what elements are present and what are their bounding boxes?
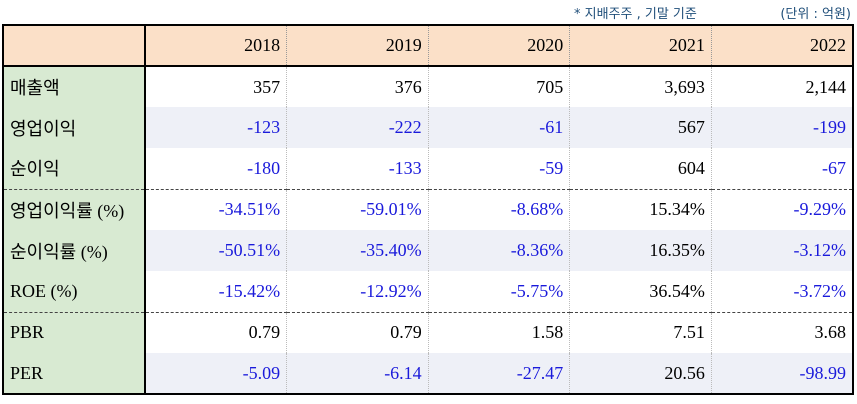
unit-note: (단위 : 억원) <box>780 7 851 22</box>
row-label: PBR <box>2 312 146 353</box>
row-label: ROE (%) <box>2 271 146 313</box>
year-header-2019: 2019 <box>286 24 429 67</box>
table-cell: -50.51% <box>144 230 287 271</box>
financial-summary-table: 2018 2019 2020 2021 2022 매출액 357 376 705… <box>2 24 854 395</box>
corner-cell <box>2 24 146 67</box>
year-header-2021: 2021 <box>569 24 712 67</box>
basis-note: * 지배주주 , 기말 기준 <box>574 7 697 22</box>
table-row-roe: ROE (%) -15.42% -12.92% -5.75% 36.54% -3… <box>2 271 854 313</box>
header-row: 2018 2019 2020 2021 2022 <box>2 24 854 67</box>
table-cell: 36.54% <box>569 271 712 313</box>
table-cell: -15.42% <box>144 271 287 313</box>
table-row-operating-margin: 영업이익률 (%) -34.51% -59.01% -8.68% 15.34% … <box>2 189 854 230</box>
table-cell: -9.29% <box>710 189 854 230</box>
table-cell: -222 <box>286 107 429 148</box>
table-notes: * 지배주주 , 기말 기준 (단위 : 억원) <box>0 0 857 24</box>
table-cell: -98.99 <box>710 353 854 395</box>
table-cell: 705 <box>427 66 570 107</box>
table-cell: 15.34% <box>569 189 712 230</box>
table-cell: -35.40% <box>286 230 429 271</box>
table-cell: -27.47 <box>427 353 570 395</box>
table-row-per: PER -5.09 -6.14 -27.47 20.56 -98.99 <box>2 353 854 395</box>
table-cell: 1.58 <box>427 312 570 353</box>
table-cell: -6.14 <box>286 353 429 395</box>
row-label: 매출액 <box>2 66 146 107</box>
table-cell: 357 <box>144 66 287 107</box>
table-cell: -67 <box>710 148 854 190</box>
table-cell: 20.56 <box>569 353 712 395</box>
table-cell: -199 <box>710 107 854 148</box>
table-cell: -133 <box>286 148 429 190</box>
table-cell: -59 <box>427 148 570 190</box>
table-cell: 3.68 <box>710 312 854 353</box>
table-cell: -12.92% <box>286 271 429 313</box>
table-cell: 3,693 <box>569 66 712 107</box>
year-header-2018: 2018 <box>144 24 287 67</box>
table-cell: 376 <box>286 66 429 107</box>
table-cell: -123 <box>144 107 287 148</box>
table-row-net-income: 순이익 -180 -133 -59 604 -67 <box>2 148 854 190</box>
table-cell: 567 <box>569 107 712 148</box>
table-cell: -59.01% <box>286 189 429 230</box>
table-cell: 0.79 <box>144 312 287 353</box>
row-label: 순이익 <box>2 148 146 190</box>
table-cell: -180 <box>144 148 287 190</box>
table-row-operating-profit: 영업이익 -123 -222 -61 567 -199 <box>2 107 854 148</box>
table-cell: -5.09 <box>144 353 287 395</box>
table-cell: 2,144 <box>710 66 854 107</box>
year-header-2022: 2022 <box>710 24 854 67</box>
table-row-net-margin: 순이익률 (%) -50.51% -35.40% -8.36% 16.35% -… <box>2 230 854 271</box>
table-cell: -34.51% <box>144 189 287 230</box>
year-header-2020: 2020 <box>427 24 570 67</box>
table-cell: -3.12% <box>710 230 854 271</box>
table-cell: 0.79 <box>286 312 429 353</box>
table-cell: -5.75% <box>427 271 570 313</box>
table-cell: 604 <box>569 148 712 190</box>
table-cell: 16.35% <box>569 230 712 271</box>
table-cell: -3.72% <box>710 271 854 313</box>
table-row-revenue: 매출액 357 376 705 3,693 2,144 <box>2 66 854 107</box>
row-label: 영업이익 <box>2 107 146 148</box>
row-label: 순이익률 (%) <box>2 230 146 271</box>
row-label: PER <box>2 353 146 395</box>
row-label: 영업이익률 (%) <box>2 189 146 230</box>
table-cell: -8.36% <box>427 230 570 271</box>
table-cell: 7.51 <box>569 312 712 353</box>
table-cell: -61 <box>427 107 570 148</box>
table-row-pbr: PBR 0.79 0.79 1.58 7.51 3.68 <box>2 312 854 353</box>
table-cell: -8.68% <box>427 189 570 230</box>
